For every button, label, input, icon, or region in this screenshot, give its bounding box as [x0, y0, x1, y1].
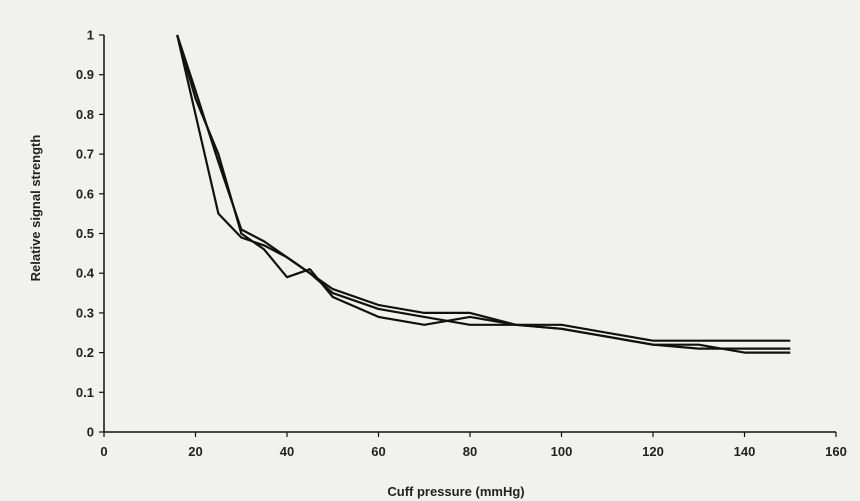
- series-line-1: [176, 34, 791, 350]
- x-tick-label: 120: [642, 444, 664, 459]
- x-tick-label: 100: [551, 444, 573, 459]
- x-tick-label: 40: [280, 444, 294, 459]
- y-tick-label: 0.3: [76, 305, 94, 320]
- x-tick-label: 20: [188, 444, 202, 459]
- x-tick-label: 140: [734, 444, 756, 459]
- y-tick-label: 1: [87, 28, 94, 43]
- x-tick-label: 0: [100, 444, 107, 459]
- axes: [103, 35, 836, 433]
- x-tick-label: 60: [371, 444, 385, 459]
- x-tick-label: 80: [463, 444, 477, 459]
- x-tick-label: 160: [825, 444, 847, 459]
- series-lines: [176, 34, 791, 354]
- y-tick-label: 0.7: [76, 147, 94, 162]
- y-tick-label: 0.9: [76, 67, 94, 82]
- y-tick-label: 0.4: [76, 266, 95, 281]
- y-axis-label: Relative signal strength: [28, 135, 43, 282]
- series-line-2: [176, 34, 791, 354]
- series-line-3: [176, 34, 791, 342]
- ticks: 0 20 40 60 80 100 120 140 160 0 0.1 0.2 0.3 0.4 0.5 0.6…: [76, 28, 847, 460]
- y-tick-label: 0.1: [76, 385, 94, 400]
- y-tick-label: 0: [87, 425, 94, 440]
- y-tick-label: 0.6: [76, 186, 94, 201]
- y-tick-label: 0.2: [76, 345, 94, 360]
- x-axis-label: Cuff pressure (mmHg): [387, 484, 524, 499]
- y-tick-label: 0.8: [76, 107, 94, 122]
- y-tick-label: 0.5: [76, 226, 94, 241]
